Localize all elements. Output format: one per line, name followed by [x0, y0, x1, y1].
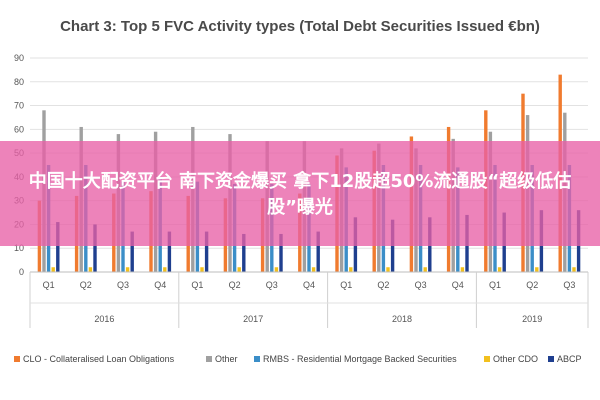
year-label: 2016 [94, 314, 114, 324]
bar [349, 267, 353, 272]
x-tick-label: Q1 [340, 280, 352, 290]
legend-label: ABCP [557, 354, 582, 364]
legend-swatch [14, 356, 20, 362]
bar [167, 231, 172, 272]
bar [204, 231, 209, 272]
bar [51, 267, 55, 272]
banner-headline[interactable]: 中国十大配资平台 南下资金爆买 拿下12股超50%流通股“超级低估股”曝光 [28, 171, 572, 218]
bar [460, 267, 465, 272]
x-tick-label: Q2 [377, 280, 389, 290]
legend-swatch [484, 356, 490, 362]
legend-label: Other CDO [493, 354, 538, 364]
x-tick-label: Q3 [415, 280, 427, 290]
bar [423, 267, 427, 272]
bar [386, 267, 390, 272]
y-tick-label: 10 [14, 243, 24, 253]
bar [316, 231, 320, 272]
legend-label: RMBS - Residential Mortgage Backed Secur… [263, 354, 457, 364]
legend-label: Other [215, 354, 238, 364]
chart-title: Chart 3: Top 5 FVC Activity types (Total… [60, 18, 540, 35]
bar [237, 267, 241, 272]
bar [535, 267, 539, 272]
legend: CLO - Collateralised Loan Obligations Oth… [14, 354, 582, 364]
y-tick-label: 70 [14, 101, 24, 111]
x-tick-label: Q4 [154, 280, 166, 290]
bar [311, 267, 316, 272]
bar [125, 267, 130, 272]
bar [497, 267, 502, 272]
bar [279, 233, 283, 272]
bar [130, 231, 134, 272]
x-tick-label: Q3 [117, 280, 129, 290]
x-tick-label: Q4 [303, 280, 315, 290]
x-tick-label: Q2 [229, 280, 241, 290]
year-label: 2017 [243, 314, 263, 324]
x-tick-label: Q2 [526, 280, 538, 290]
bar [56, 222, 60, 272]
y-tick-label: 80 [14, 77, 24, 87]
legend-swatch [206, 356, 212, 362]
x-tick-label: Q2 [80, 280, 92, 290]
x-tick-label: Q1 [191, 280, 203, 290]
x-tick-label: Q4 [452, 280, 464, 290]
legend-swatch [548, 356, 554, 362]
bar [88, 267, 93, 272]
bar [274, 267, 279, 272]
y-tick-label: 60 [14, 124, 24, 134]
x-tick-label: Q3 [563, 280, 575, 290]
x-tick-label: Q3 [266, 280, 278, 290]
bar [163, 267, 167, 272]
legend-label: CLO - Collateralised Loan Obligations [23, 354, 175, 364]
year-label: 2019 [522, 314, 542, 324]
legend-swatch [254, 356, 260, 362]
x-tick-label: Q1 [43, 280, 55, 290]
x-tick-label: Q1 [489, 280, 501, 290]
bar [242, 233, 246, 272]
bar [93, 224, 97, 272]
banner-overlay[interactable]: 中国十大配资平台 南下资金爆买 拿下12股超50%流通股“超级低估股”曝光 [0, 141, 600, 246]
bar [200, 267, 204, 272]
bar [572, 267, 576, 272]
year-label: 2018 [392, 314, 412, 324]
y-tick-label: 0 [19, 267, 24, 277]
y-tick-label: 90 [14, 53, 24, 63]
